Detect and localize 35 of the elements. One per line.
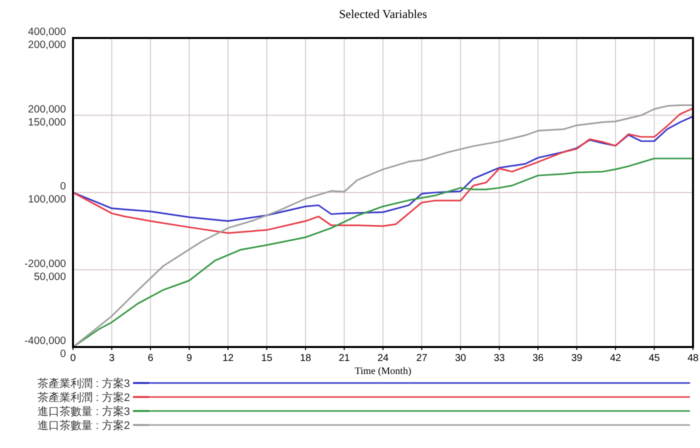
legend-label: 茶產業利潤 : 方案3 <box>38 377 130 390</box>
x-tick-label: 27 <box>416 353 428 364</box>
legend-label: 進口茶數量 : 方案2 <box>38 419 130 432</box>
chart-title: Selected Variables <box>338 7 428 21</box>
x-tick-label: 36 <box>532 353 544 364</box>
x-tick-label: 45 <box>648 353 660 364</box>
y2-tick-label: 150,000 <box>28 116 66 128</box>
x-tick-label: 42 <box>610 353 622 364</box>
x-tick-label: 12 <box>222 353 234 364</box>
y-tick-label: 400,000 <box>28 26 66 38</box>
legend-item: 進口茶數量 : 方案3 <box>38 406 690 418</box>
y-tick-label: -200,000 <box>24 258 66 270</box>
legend-item: 進口茶數量 : 方案2 <box>38 420 690 432</box>
legend-label: 進口茶數量 : 方案3 <box>38 405 130 418</box>
x-tick-label: 33 <box>494 353 506 364</box>
legend-item: 茶產業利潤 : 方案2 <box>38 392 690 404</box>
x-tick-label: 3 <box>108 353 115 364</box>
x-axis-title: Time (Month) <box>354 366 412 377</box>
y2-tick-label: 50,000 <box>34 270 66 283</box>
legend-item: 茶產業利潤 : 方案3 <box>38 378 690 390</box>
x-tick-label: 9 <box>186 353 192 364</box>
y-tick-label: 0 <box>60 180 66 192</box>
x-tick-label: 15 <box>261 353 273 364</box>
x-tick-label: 24 <box>377 353 389 364</box>
x-tick-label: 30 <box>454 353 466 364</box>
y-tick-label: -400,000 <box>24 335 66 347</box>
legend-label: 茶產業利潤 : 方案2 <box>38 391 130 404</box>
x-tick-label: 6 <box>148 353 154 364</box>
x-tick-label: 18 <box>300 353 312 364</box>
x-tick-label: 0 <box>70 353 76 364</box>
x-tick-label: 39 <box>571 353 583 364</box>
x-tick-label: 21 <box>338 353 350 364</box>
y-tick-label: 200,000 <box>28 103 66 116</box>
y2-tick-label: 100,000 <box>28 194 66 206</box>
x-tick-label: 48 <box>687 353 699 364</box>
